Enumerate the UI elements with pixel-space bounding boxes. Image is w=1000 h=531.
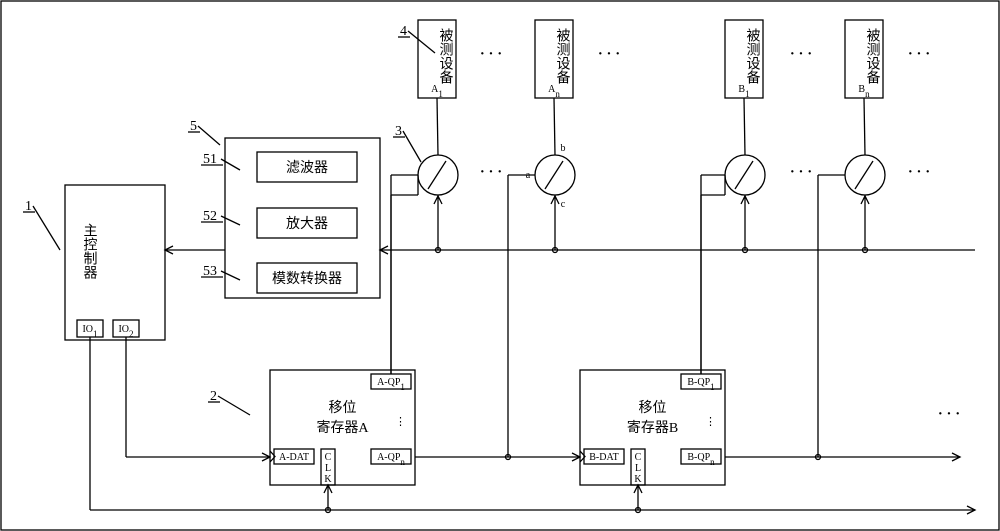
svg-text:···: ··· <box>479 43 505 65</box>
svg-text:滤波器: 滤波器 <box>286 160 328 176</box>
svg-text:An: An <box>548 84 560 99</box>
svg-text:移位: 移位 <box>639 400 667 416</box>
svg-text:c: c <box>561 199 566 210</box>
svg-text:⋮: ⋮ <box>395 416 406 428</box>
svg-text:Bn: Bn <box>858 84 870 99</box>
svg-text:L: L <box>635 463 641 474</box>
svg-text:放大器: 放大器 <box>286 216 328 232</box>
svg-text:B-DAT: B-DAT <box>589 452 618 463</box>
svg-text:A-QP1: A-QP1 <box>377 377 405 392</box>
svg-text:···: ··· <box>907 43 933 65</box>
svg-text:移位: 移位 <box>329 400 357 416</box>
svg-text:···: ··· <box>597 43 623 65</box>
svg-text:寄存器B: 寄存器B <box>627 419 678 436</box>
svg-text:K: K <box>324 474 332 485</box>
svg-text:K: K <box>634 474 642 485</box>
svg-text:B-QPn: B-QPn <box>687 452 715 467</box>
svg-text:主控制器: 主控制器 <box>82 223 98 279</box>
svg-text:被测设备: 被测设备 <box>555 28 571 84</box>
svg-text:···: ··· <box>937 403 963 425</box>
svg-text:B1: B1 <box>738 84 749 99</box>
svg-text:L: L <box>325 463 331 474</box>
svg-text:被测设备: 被测设备 <box>438 28 454 84</box>
svg-text:···: ··· <box>907 161 933 183</box>
svg-text:模数转换器: 模数转换器 <box>272 270 342 287</box>
svg-text:C: C <box>635 452 642 463</box>
svg-text:B-QP1: B-QP1 <box>687 377 714 392</box>
svg-text:A1: A1 <box>431 84 443 99</box>
svg-text:⋮: ⋮ <box>705 416 716 428</box>
svg-text:···: ··· <box>789 161 815 183</box>
svg-text:b: b <box>561 143 566 154</box>
svg-text:被测设备: 被测设备 <box>865 28 881 84</box>
svg-text:···: ··· <box>789 43 815 65</box>
svg-text:A-QPn: A-QPn <box>377 452 405 467</box>
svg-text:寄存器A: 寄存器A <box>316 419 369 436</box>
svg-text:A-DAT: A-DAT <box>279 452 309 463</box>
svg-text:被测设备: 被测设备 <box>745 28 761 84</box>
svg-text:C: C <box>325 452 332 463</box>
svg-text:···: ··· <box>479 161 505 183</box>
